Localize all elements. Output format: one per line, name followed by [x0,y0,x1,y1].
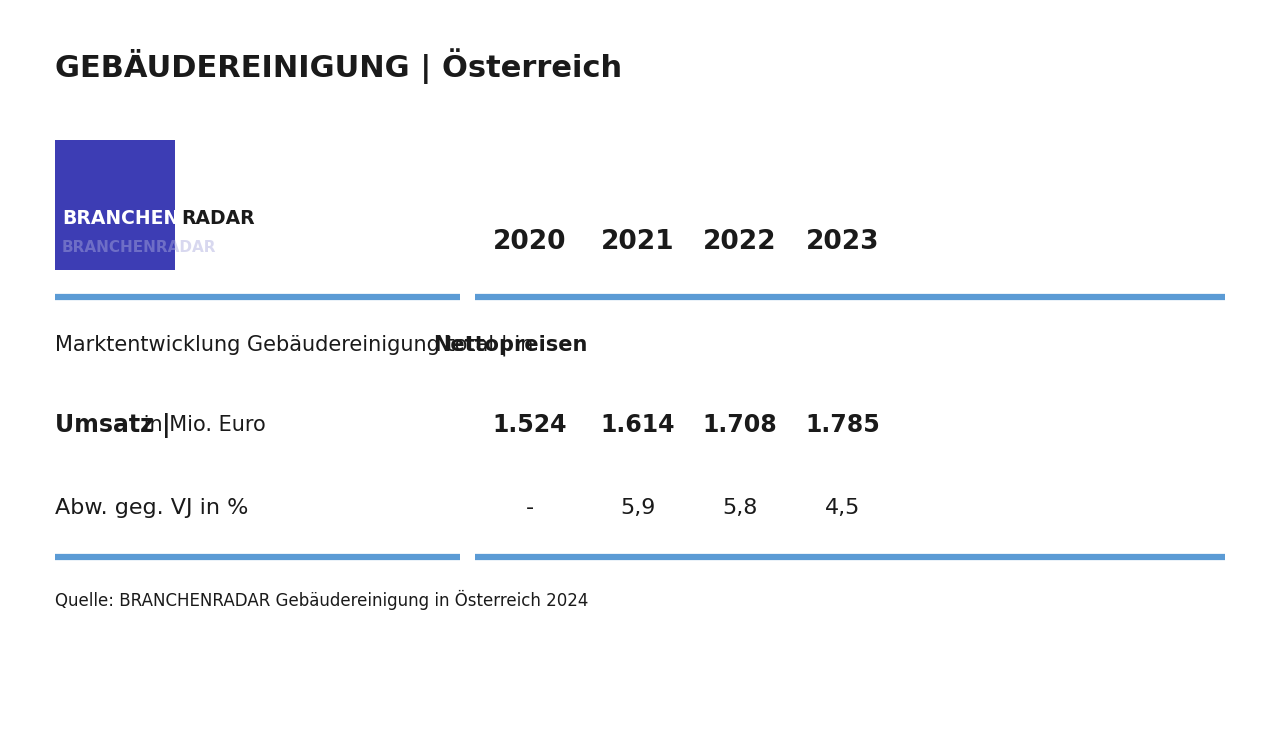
Text: 5,9: 5,9 [621,498,655,518]
Text: 1.785: 1.785 [805,413,881,437]
Text: Nettopreisen: Nettopreisen [433,335,588,355]
Text: 5,8: 5,8 [722,498,758,518]
Text: Marktentwicklung Gebäudereinigung total | in: Marktentwicklung Gebäudereinigung total … [55,334,540,356]
Text: 2023: 2023 [806,229,879,255]
Text: 1.524: 1.524 [493,413,567,437]
Text: RADAR: RADAR [180,209,255,228]
Text: in Mio. Euro: in Mio. Euro [137,415,265,435]
Text: Quelle: BRANCHENRADAR Gebäudereinigung in Österreich 2024: Quelle: BRANCHENRADAR Gebäudereinigung i… [55,590,589,610]
Text: 1.708: 1.708 [703,413,777,437]
Text: 4,5: 4,5 [826,498,860,518]
Text: BRANCHENRADAR: BRANCHENRADAR [61,240,216,256]
Text: BRANCHENRADAR: BRANCHENRADAR [61,209,252,228]
Text: Umsatz |: Umsatz | [55,412,170,437]
Text: 1.614: 1.614 [600,413,676,437]
Text: -: - [526,498,534,518]
Text: 2021: 2021 [602,229,675,255]
Text: 2020: 2020 [493,229,567,255]
Text: Abw. geg. VJ in %: Abw. geg. VJ in % [55,498,248,518]
Text: GEBÄUDEREINIGUNG | Österreich: GEBÄUDEREINIGUNG | Österreich [55,48,622,84]
Text: 2022: 2022 [703,229,777,255]
